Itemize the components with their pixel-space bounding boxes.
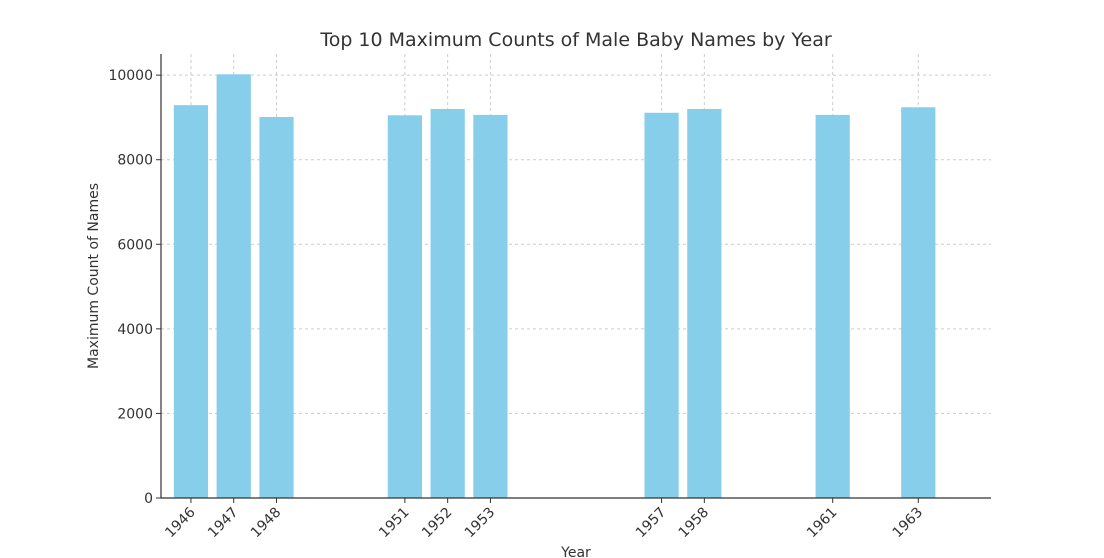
y-tick-label: 0 xyxy=(144,491,153,507)
y-tick-label: 6000 xyxy=(117,237,153,253)
bar-1963 xyxy=(901,107,936,498)
bar-1958 xyxy=(687,108,722,498)
bar-1951 xyxy=(387,115,422,499)
y-tick-label: 8000 xyxy=(117,153,153,169)
x-tick-label: 1946 xyxy=(162,504,199,541)
x-tick-label: 1948 xyxy=(248,505,285,542)
x-tick-label: 1947 xyxy=(205,505,242,542)
bar-1953 xyxy=(473,114,508,499)
y-tick-label: 2000 xyxy=(117,406,153,422)
axis-spines xyxy=(160,54,991,499)
y-tick-label: 10000 xyxy=(108,68,153,84)
x-tick-label: 1951 xyxy=(376,505,413,542)
x-tick-label: 1961 xyxy=(804,505,841,542)
chart-title: Top 10 Maximum Counts of Male Baby Names… xyxy=(319,29,832,51)
bar-1947 xyxy=(216,74,251,498)
bar-1946 xyxy=(173,105,209,498)
bar-1948 xyxy=(259,117,294,499)
y-axis-label: Maximum Count of Names xyxy=(86,183,102,369)
bar-1952 xyxy=(430,108,465,498)
x-tick-label: 1957 xyxy=(633,505,670,542)
y-tick-label: 4000 xyxy=(117,322,153,338)
x-axis-label: Year xyxy=(560,545,591,558)
bar-1957 xyxy=(644,112,679,498)
x-tick-label: 1958 xyxy=(676,505,713,542)
x-tick-label: 1953 xyxy=(462,505,499,542)
x-tick-label: 1952 xyxy=(419,505,456,542)
bars xyxy=(173,74,936,499)
x-tick-label: 1963 xyxy=(890,505,927,542)
bar-1961 xyxy=(815,114,850,499)
